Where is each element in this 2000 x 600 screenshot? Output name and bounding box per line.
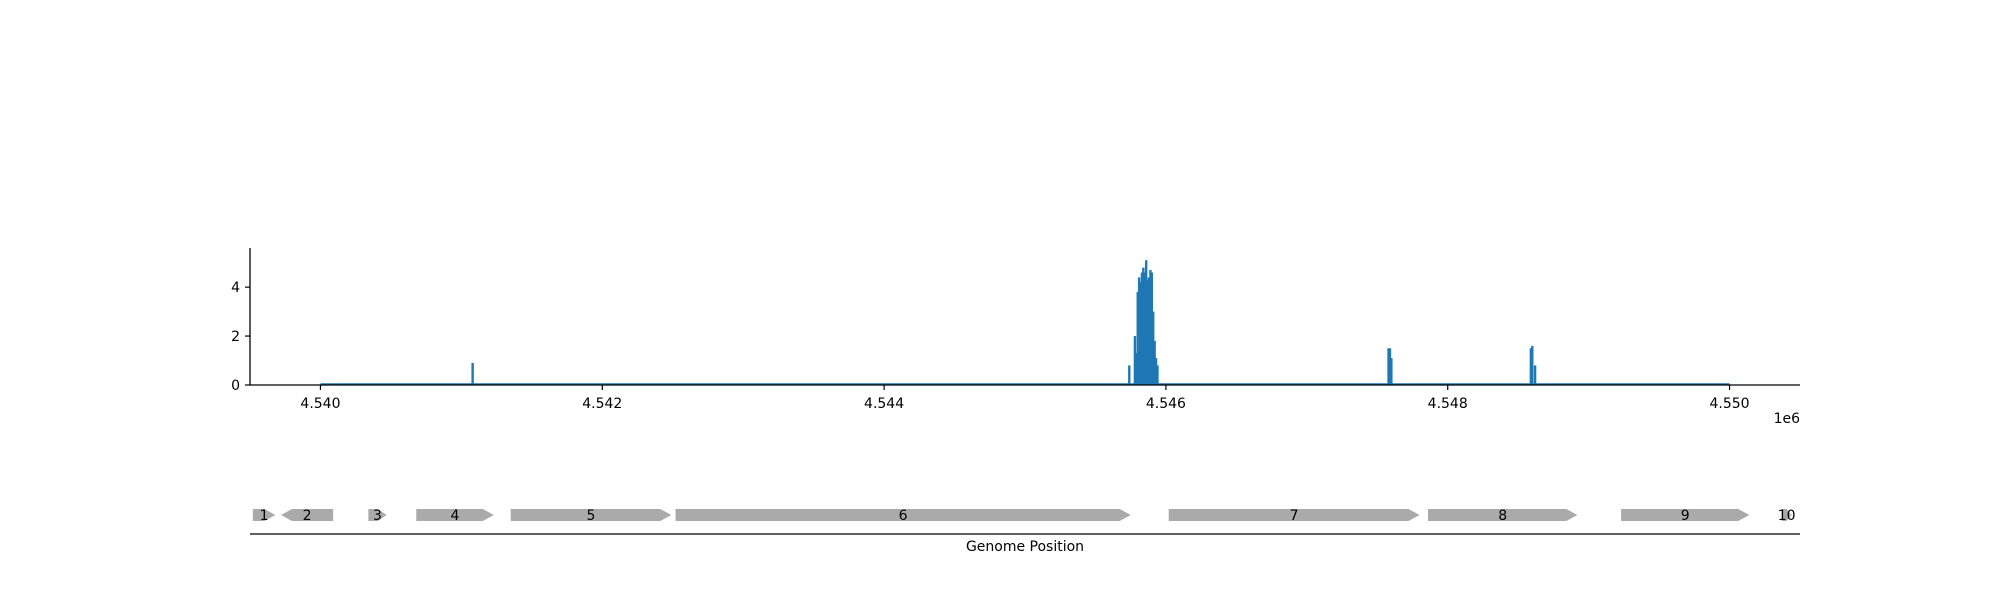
x-axis-offset-label: 1e6 [1774,411,1801,427]
gene-label: 2 [303,508,312,524]
gene-track-xlabel: Genome Position [966,539,1084,555]
gene-label: 1 [260,508,269,524]
x-tick-label: 4.540 [300,396,340,412]
gene-label: 3 [373,508,382,524]
gene-label: 9 [1681,508,1690,524]
gene-label: 7 [1290,508,1299,524]
gene-arrow [281,509,334,521]
x-axis-ticks: 4.540 4.542 4.544 4.546 4.548 4.550 [300,385,1750,412]
gene-arrow [416,509,494,521]
gene-arrows: 1 2 3 4 5 6 7 8 9 10 [252,508,1796,524]
x-tick-label: 4.544 [864,396,904,412]
gene-label: 5 [587,508,596,524]
gene-arrow [675,509,1131,521]
y-tick-label: 2 [231,329,240,345]
y-tick-label: 4 [231,280,240,296]
gene-track: 1 2 3 4 5 6 7 8 9 10 Genome Position [250,508,1800,555]
x-tick-label: 4.548 [1428,396,1468,412]
gene-arrow [510,509,672,521]
gene-label: 10 [1778,508,1796,524]
gene-label: 8 [1498,508,1507,524]
coverage-plot: 4.540 4.542 4.544 4.546 4.548 4.550 0 2 4 1e6 [231,248,1800,427]
gene-arrow [252,509,276,521]
gene-label: 4 [451,508,460,524]
x-tick-label: 4.550 [1709,396,1749,412]
x-tick-label: 4.542 [582,396,622,412]
y-axis-ticks: 0 2 4 [231,280,250,394]
gene-arrow [368,509,387,521]
x-tick-label: 4.546 [1146,396,1186,412]
coverage-bars [320,260,1730,386]
gene-arrow [1428,509,1578,521]
gene-arrow [1781,509,1792,521]
gene-arrow [1168,509,1420,521]
gene-label: 6 [899,508,908,524]
gene-arrow [1621,509,1750,521]
y-tick-label: 0 [231,378,240,394]
